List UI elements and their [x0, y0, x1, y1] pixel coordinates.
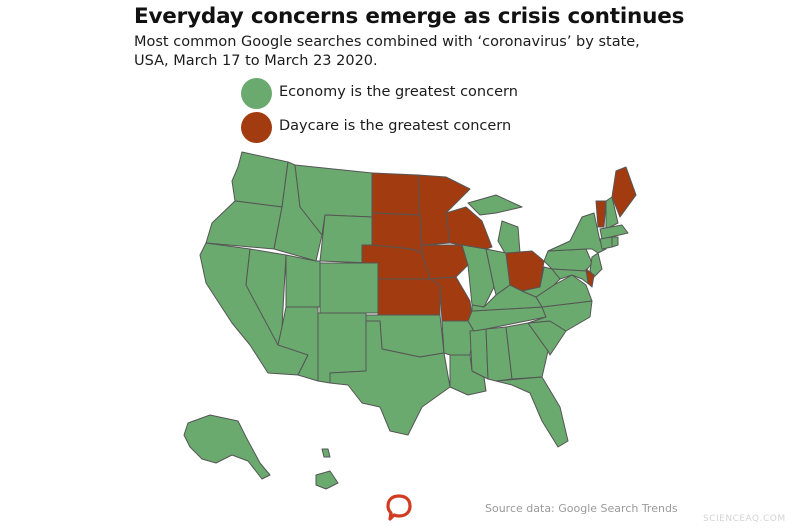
chart-subtitle: Most common Google searches combined wit…	[134, 34, 640, 69]
state-CO	[319, 262, 379, 314]
state-WA	[231, 151, 289, 208]
state-AR	[441, 320, 475, 356]
state-FL	[495, 376, 569, 448]
state-NJ	[589, 252, 603, 278]
state-VT	[595, 200, 607, 228]
state-OH	[505, 250, 545, 292]
state-ND	[371, 172, 421, 216]
state-ME	[611, 166, 637, 218]
legend-swatch-economy	[241, 78, 272, 109]
legend-label-daycare: Daycare is the greatest concern	[279, 118, 512, 134]
state-NH	[605, 196, 619, 230]
state-WI	[445, 206, 493, 250]
source-note: Source data: Google Search Trends	[485, 502, 678, 515]
state-MA	[599, 224, 629, 240]
chart-title: Everyday concerns emerge as crisis conti…	[134, 4, 685, 29]
legend-label-economy: Economy is the greatest concern	[279, 84, 518, 100]
us-state-map	[183, 151, 637, 490]
state-NC	[527, 300, 593, 332]
state-RI	[611, 236, 619, 248]
state-MI	[497, 220, 521, 256]
state-MS	[469, 328, 489, 380]
state-AK	[183, 414, 271, 480]
state-KS	[377, 278, 441, 316]
state-PA	[543, 248, 593, 272]
state-HI	[315, 470, 339, 490]
state-MI-upper	[467, 194, 523, 216]
speech-bubble-logo-icon	[386, 494, 412, 526]
state-IA	[421, 244, 469, 280]
legend-swatch-daycare	[241, 112, 272, 143]
state-LA	[449, 354, 487, 396]
state-DE	[585, 268, 595, 288]
watermark: SCIENCEAQ.COM	[703, 514, 786, 524]
state-UT	[285, 254, 321, 308]
state-HI-islands	[321, 448, 331, 458]
state-OR	[205, 200, 283, 250]
state-TX	[329, 320, 451, 436]
state-CT	[599, 236, 613, 250]
